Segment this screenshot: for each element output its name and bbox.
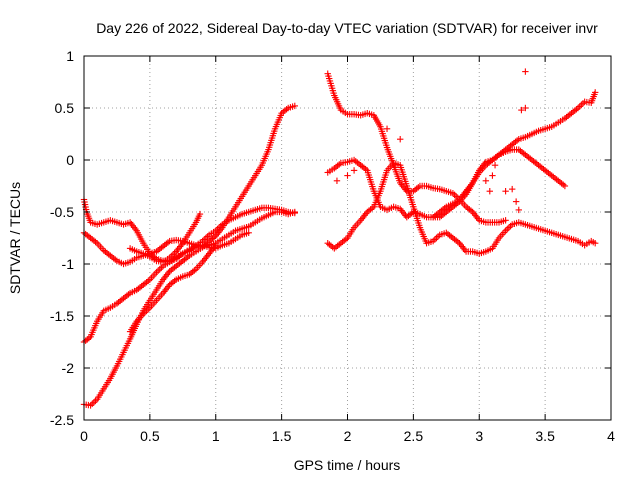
series-track-j	[429, 89, 599, 221]
data-point	[522, 68, 529, 75]
tick-layer: 0 0.5 1 1.5 2 2.5 3 3.5 4 -2.5 -2 -1.5 -1 -0.5 0 0.5 1	[50, 48, 615, 444]
data-point	[433, 234, 440, 242]
data-point	[578, 101, 585, 109]
data-point	[383, 125, 391, 132]
data-point	[201, 236, 208, 243]
data-point	[92, 397, 99, 404]
data-point	[489, 172, 496, 179]
x-tick-label: 1	[212, 428, 220, 444]
data-point	[591, 240, 599, 247]
x-tick-label: 2	[344, 428, 352, 444]
data-point	[212, 242, 219, 249]
x-tick-label: 0	[80, 428, 88, 444]
x-tick-label: 1.5	[272, 428, 292, 444]
data-point	[591, 89, 599, 96]
series-track-e	[126, 210, 204, 266]
data-point	[576, 103, 583, 110]
series-track-f	[126, 242, 219, 335]
data-point	[505, 224, 513, 231]
series-track-g	[324, 70, 509, 226]
data-point	[508, 185, 516, 193]
x-tick-label: 4	[607, 428, 615, 444]
y-axis-label: SDTVAR / TECUs	[7, 182, 23, 294]
x-axis-label: GPS time / hours	[294, 457, 401, 473]
data-point	[291, 102, 298, 110]
y-tick-label: -0.5	[50, 204, 74, 220]
data-point	[291, 208, 298, 216]
y-tick-label: -1.5	[50, 308, 74, 324]
data-point	[156, 266, 163, 273]
data-point	[486, 188, 493, 195]
data-point	[502, 188, 509, 195]
data-point	[502, 217, 509, 224]
data-point	[158, 264, 165, 271]
data-point	[561, 182, 569, 190]
chart-title: Day 226 of 2022, Sidereal Day-to-day VTE…	[96, 20, 598, 36]
data-point	[397, 136, 404, 143]
data-point	[504, 225, 511, 233]
data-point	[89, 400, 96, 408]
x-tick-label: 3.5	[535, 428, 555, 444]
data-point	[579, 100, 587, 107]
data-point	[452, 193, 460, 200]
data-points-layer	[80, 68, 599, 409]
data-point	[245, 229, 252, 236]
y-tick-label: 0	[66, 152, 74, 168]
y-tick-label: -1	[62, 256, 75, 272]
y-tick-label: 1	[66, 48, 74, 64]
data-point	[90, 399, 98, 406]
data-point	[515, 206, 522, 214]
data-point	[522, 104, 529, 112]
x-tick-label: 3	[475, 428, 483, 444]
series-scattered-points	[333, 68, 529, 214]
y-tick-label: -2	[62, 360, 75, 376]
data-point	[518, 106, 525, 114]
data-point	[482, 177, 490, 184]
data-point	[512, 198, 520, 205]
data-point	[344, 172, 351, 179]
data-point	[491, 162, 499, 169]
data-point	[154, 267, 162, 274]
x-tick-label: 0.5	[140, 428, 160, 444]
y-tick-label: -2.5	[50, 412, 74, 428]
series-track-i	[324, 159, 599, 257]
y-tick-label: 0.5	[55, 100, 75, 116]
data-point	[333, 177, 341, 184]
data-point	[350, 167, 358, 174]
data-point	[196, 210, 204, 218]
x-tick-label: 2.5	[404, 428, 424, 444]
